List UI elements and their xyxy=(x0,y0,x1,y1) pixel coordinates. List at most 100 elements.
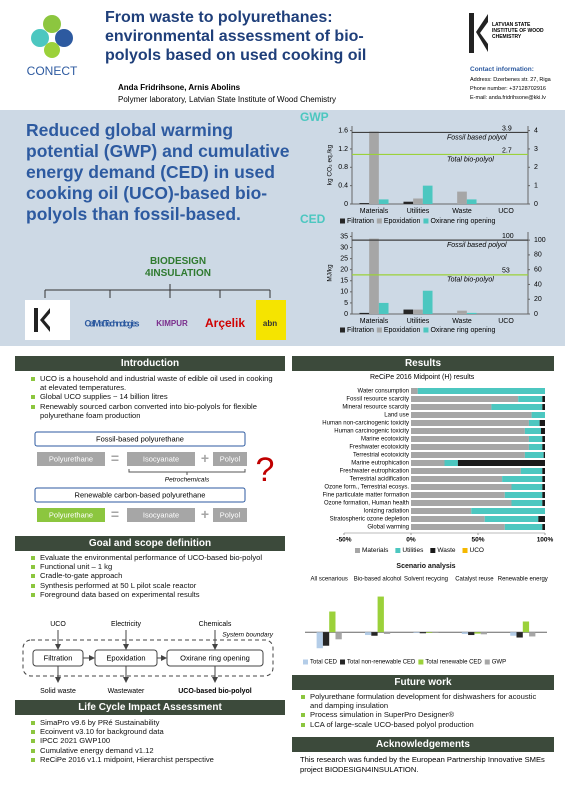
bar-segment xyxy=(542,492,545,498)
box-title: Renewable carbon-based polyurethane xyxy=(75,490,206,499)
legend-swatch xyxy=(340,327,345,333)
y-tick-label: Mineral resource scarcity xyxy=(342,405,409,411)
reference-value: 3.9 xyxy=(502,125,512,132)
bar xyxy=(529,632,536,637)
bar-segment xyxy=(417,388,545,394)
bar-segment xyxy=(484,516,539,522)
legend-label: Epoxidation xyxy=(384,327,421,334)
gwp-chart: GWP kg CO₂ eq./kg 0 0.4 0.8 1.2 1.6 0 1 2 3 4 Materi… xyxy=(300,112,538,225)
list-item: Global UCO supplies ~ 14 billion litres xyxy=(30,392,275,401)
institute-name: LATVIAN STATE INSTITUTE OF WOOD CHEMISTR… xyxy=(492,22,544,40)
legend-swatch xyxy=(340,218,345,224)
x-tick-label: 50% xyxy=(471,537,484,544)
x-tick-label: UCO xyxy=(498,318,514,325)
y-tick-label: 1.6 xyxy=(338,127,348,134)
bar xyxy=(322,632,330,646)
legend-label: Utilities xyxy=(402,547,424,554)
box-title: Fossil-based polyurethane xyxy=(96,434,184,443)
legend-swatch xyxy=(355,548,360,553)
legend-swatch xyxy=(462,548,468,553)
section-header: Acknowledgements xyxy=(292,737,554,752)
x-tick-label: Waste xyxy=(452,318,472,325)
partner-logo: abn xyxy=(263,319,277,328)
conect-logo-icon xyxy=(31,15,73,58)
legend-swatch xyxy=(340,659,346,665)
legend-swatch xyxy=(430,548,436,553)
x-tick-label: Renewable energy xyxy=(498,577,548,583)
term-box xyxy=(213,508,247,522)
bar xyxy=(426,632,433,633)
bar xyxy=(329,611,336,633)
list-item: Synthesis performed at 50 L pilot scale … xyxy=(30,581,275,590)
y-tick-label: Fine particulate matter formation xyxy=(323,493,409,499)
legend-swatch xyxy=(484,659,490,665)
bar xyxy=(466,199,477,204)
bar xyxy=(480,632,487,635)
output-label: UCO-based bio-polyol xyxy=(178,688,252,695)
bar-segment xyxy=(524,452,544,458)
bar xyxy=(369,131,379,204)
list-item: Renewably sourced carbon converted into … xyxy=(30,402,275,420)
polyurethane-diagram: Fossil-based polyurethane Polyurethane = Is… xyxy=(34,431,274,522)
bar-segment xyxy=(539,420,545,426)
list-item: Address: Dzerbenes str. 27, Riga xyxy=(470,77,551,83)
y-tick-label: 0 xyxy=(344,201,348,208)
acknowledgement-text: This research was funded by the European… xyxy=(300,755,545,774)
section-header: Results xyxy=(292,356,554,371)
term-label: Polyurethane xyxy=(49,454,93,463)
bar-segment xyxy=(411,516,485,522)
project-logo: BIODESIGN 4INSULATION xyxy=(145,256,211,279)
bar xyxy=(378,302,389,314)
y-tick-label: 35 xyxy=(340,233,348,240)
bar xyxy=(359,312,370,314)
bar-segment xyxy=(471,508,545,514)
bar xyxy=(365,632,372,636)
legend-swatch xyxy=(303,659,308,665)
y-tick-label: Freshwater eutrophication xyxy=(340,469,409,475)
legend-label: Epoxidation xyxy=(384,218,421,225)
y-tick-label: 0 xyxy=(344,311,348,318)
bar xyxy=(461,632,469,634)
x-tick-label: Utilities xyxy=(407,318,430,325)
box xyxy=(34,487,246,503)
bar-segment xyxy=(411,484,512,490)
logo-box xyxy=(25,300,70,340)
bar xyxy=(522,621,530,633)
reference-value: 100 xyxy=(502,233,514,240)
list-item: UCO is a household and industrial waste … xyxy=(30,374,275,392)
term-label: Polyurethane xyxy=(49,510,93,519)
reference-label: Fossil based polyol xyxy=(447,242,507,249)
bar-segment xyxy=(411,428,525,434)
x-tick-label: UCO xyxy=(498,208,514,215)
term-sign: = xyxy=(111,506,119,522)
bar-segment xyxy=(542,396,545,402)
chart-title: CED xyxy=(300,214,326,226)
boundary-label: System boundary xyxy=(222,632,273,639)
source-label: Petrochemicals xyxy=(165,477,210,484)
y-tick-label: 1.2 xyxy=(338,146,348,153)
bar-segment xyxy=(542,476,545,482)
legend-label: UCO xyxy=(470,547,484,554)
legend-label: Waste xyxy=(437,547,456,554)
bar xyxy=(457,310,467,314)
bar xyxy=(516,632,523,638)
x-tick-label: -50% xyxy=(336,537,351,544)
y-tick-label: 30 xyxy=(340,244,348,251)
authors: Anda Fridrihsone, Arnis Abolins xyxy=(118,83,241,92)
bar xyxy=(403,309,414,314)
highlight-text: Reduced global warming potential (GWP) a… xyxy=(26,120,290,224)
list-item: IPCC 2021 GWP100 xyxy=(30,736,275,745)
y2-tick-label: 80 xyxy=(534,252,542,259)
term-label: Isocyanate xyxy=(143,454,179,463)
x-tick-label: All scenarious xyxy=(311,577,348,583)
bar-segment xyxy=(504,492,543,498)
chart-title: ReCiPe 2016 Midpoint (H) results xyxy=(370,374,475,381)
x-tick-label: 100% xyxy=(537,537,554,544)
bar-segment xyxy=(411,412,532,418)
chart-title: GWP xyxy=(300,112,329,124)
y-tick-label: Stratospheric ozone depletion xyxy=(330,517,409,523)
bar-segment xyxy=(520,468,543,474)
x-tick-label: Materials xyxy=(360,318,389,325)
reference-label: Total bio-polyol xyxy=(447,156,494,163)
institute-logo-icon xyxy=(469,13,488,53)
